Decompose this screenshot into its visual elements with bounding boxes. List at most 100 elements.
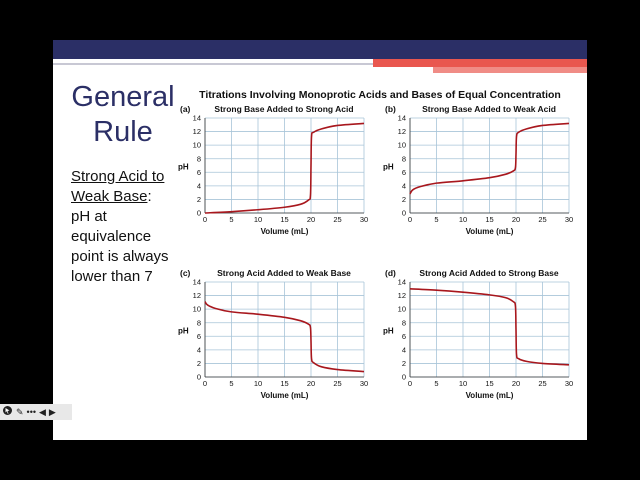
- x-tick-label: 5: [434, 379, 438, 388]
- y-tick-label: 12: [398, 291, 406, 300]
- x-tick-label: 25: [538, 379, 546, 388]
- y-axis-label: pH: [178, 327, 189, 336]
- figure-title: Titrations Involving Monoprotic Acids an…: [199, 89, 561, 101]
- panel-label: (b): [385, 104, 396, 114]
- x-tick-label: 20: [307, 215, 315, 224]
- chart-title: Strong Acid Added to Weak Base: [217, 268, 351, 278]
- x-tick-label: 15: [485, 379, 493, 388]
- body-rest-text: pH at equivalence point is always lower …: [71, 208, 169, 285]
- y-tick-label: 12: [398, 127, 406, 136]
- slideshow-controls: ✎ ••• ◀ ▶: [0, 404, 72, 420]
- more-icon[interactable]: •••: [26, 407, 36, 417]
- y-tick-label: 6: [402, 168, 406, 177]
- y-tick-label: 8: [197, 154, 201, 163]
- y-tick-label: 10: [398, 141, 406, 150]
- y-tick-label: 10: [193, 305, 201, 314]
- slide-title-line2: Rule: [93, 116, 153, 148]
- y-tick-label: 8: [402, 318, 406, 327]
- chart-panel-a: (a) Strong Base Added to Strong Acid 0 5 10 1…: [178, 104, 368, 236]
- x-tick-label: 5: [229, 379, 233, 388]
- pointer-icon[interactable]: [2, 405, 13, 419]
- y-tick-label: 4: [402, 345, 406, 354]
- x-tick-label: 30: [360, 215, 368, 224]
- slide: General Rule Strong Acid to Weak Base: pH…: [53, 40, 587, 440]
- chart-grid: [204, 117, 365, 214]
- x-tick-label: 15: [280, 379, 288, 388]
- y-axis-label: pH: [383, 163, 394, 172]
- x-axis-label: Volume (mL): [261, 227, 309, 236]
- y-tick-label: 6: [197, 332, 201, 341]
- y-tick-label: 0: [402, 373, 406, 382]
- titration-curve: [204, 122, 365, 214]
- prev-icon[interactable]: ◀: [39, 407, 46, 417]
- y-tick-label: 12: [193, 127, 201, 136]
- chart-title: Strong Base Added to Weak Acid: [422, 104, 556, 114]
- y-tick-label: 14: [398, 114, 406, 123]
- pen-icon[interactable]: ✎: [16, 407, 24, 417]
- slide-title-line1: General: [71, 81, 175, 113]
- titration-curve: [409, 122, 570, 195]
- y-tick-label: 12: [193, 291, 201, 300]
- x-tick-label: 30: [360, 379, 368, 388]
- chart-grid: [204, 281, 365, 378]
- x-tick-label: 30: [565, 215, 573, 224]
- chart-panel-c: (c) Strong Acid Added to Weak Base 0 5 10 15 2…: [178, 268, 368, 400]
- y-tick-label: 4: [197, 181, 201, 190]
- header-pink-stripe: [433, 67, 587, 73]
- y-tick-label: 2: [197, 195, 201, 204]
- x-tick-label: 5: [229, 215, 233, 224]
- panel-label: (c): [180, 268, 191, 278]
- x-tick-label: 10: [459, 215, 467, 224]
- x-tick-label: 10: [459, 379, 467, 388]
- body-colon: :: [147, 188, 152, 205]
- x-tick-label: 0: [203, 379, 207, 388]
- y-tick-label: 10: [398, 305, 406, 314]
- body-underlined-text: Strong Acid to Weak Base: [71, 168, 165, 205]
- x-tick-label: 10: [254, 215, 262, 224]
- chart-grid: [409, 117, 570, 214]
- y-tick-label: 2: [197, 359, 201, 368]
- x-axis-label: Volume (mL): [466, 391, 514, 400]
- y-tick-label: 4: [197, 345, 201, 354]
- x-tick-label: 0: [408, 215, 412, 224]
- x-tick-label: 10: [254, 379, 262, 388]
- x-tick-label: 25: [538, 215, 546, 224]
- x-tick-label: 5: [434, 215, 438, 224]
- y-tick-label: 6: [402, 332, 406, 341]
- x-tick-label: 0: [408, 379, 412, 388]
- titration-curve: [204, 301, 365, 373]
- x-tick-label: 15: [280, 215, 288, 224]
- x-tick-label: 25: [333, 379, 341, 388]
- y-tick-label: 0: [197, 373, 201, 382]
- x-axis-label: Volume (mL): [261, 391, 309, 400]
- y-tick-label: 2: [402, 359, 406, 368]
- y-tick-label: 0: [402, 209, 406, 218]
- x-tick-label: 20: [512, 379, 520, 388]
- y-tick-label: 10: [193, 141, 201, 150]
- x-tick-label: 20: [307, 379, 315, 388]
- next-icon[interactable]: ▶: [48, 407, 56, 417]
- header-accent-line: [53, 63, 373, 65]
- header-red-stripe: [373, 59, 587, 67]
- chart-title: Strong Base Added to Strong Acid: [214, 104, 353, 114]
- y-tick-label: 2: [402, 195, 406, 204]
- x-tick-label: 0: [203, 215, 207, 224]
- y-tick-label: 14: [193, 114, 201, 123]
- y-tick-label: 8: [197, 318, 201, 327]
- y-axis-label: pH: [178, 163, 189, 172]
- chart-panel-b: (b) Strong Base Added to Weak Acid 0 5 10 15 2…: [383, 104, 573, 236]
- x-tick-label: 25: [333, 215, 341, 224]
- y-tick-label: 0: [197, 209, 201, 218]
- x-tick-label: 20: [512, 215, 520, 224]
- y-tick-label: 6: [197, 168, 201, 177]
- panel-label: (d): [385, 268, 396, 278]
- titration-curve: [409, 287, 570, 366]
- chart-title: Strong Acid Added to Strong Base: [419, 268, 558, 278]
- x-tick-label: 30: [565, 379, 573, 388]
- slide-body-text: Strong Acid to Weak Base: pH at equivalen…: [71, 167, 181, 287]
- y-tick-label: 4: [402, 181, 406, 190]
- header-bar: [53, 40, 587, 59]
- x-tick-label: 15: [485, 215, 493, 224]
- y-tick-label: 8: [402, 154, 406, 163]
- panel-label: (a): [180, 104, 191, 114]
